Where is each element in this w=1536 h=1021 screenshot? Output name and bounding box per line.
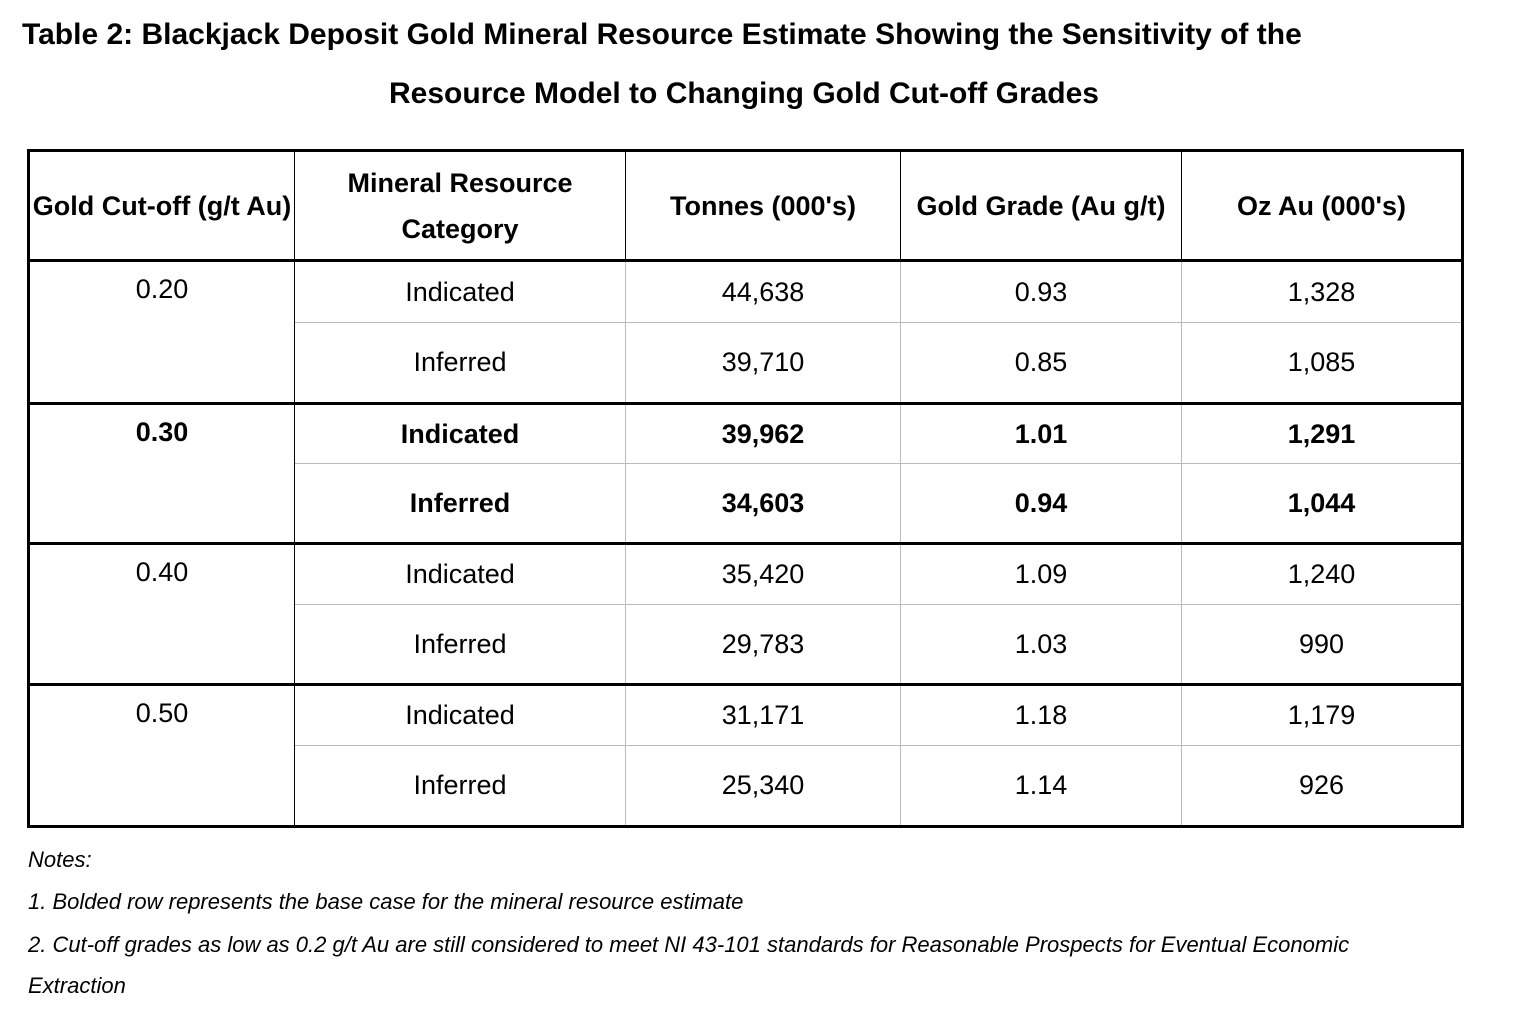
note-1: 1. Bolded row represents the base case f… xyxy=(28,889,744,914)
table-title-line-1: Table 2: Blackjack Deposit Gold Mineral … xyxy=(22,18,1302,51)
oz-cell: 1,044 xyxy=(1181,463,1464,545)
category-cell: Inferred xyxy=(294,745,626,828)
grade-cell: 1.01 xyxy=(900,403,1182,464)
table-title-line-2: Resource Model to Changing Gold Cut-off … xyxy=(388,77,1099,110)
oz-cell: 1,291 xyxy=(1181,403,1464,464)
notes-heading: Notes: xyxy=(28,847,92,872)
grade-cell: 0.94 xyxy=(900,463,1182,545)
table-row: 0.50 Indicated 31,171 1.18 1,179 xyxy=(27,684,1464,828)
oz-cell: 1,240 xyxy=(1181,543,1464,605)
table-row: 0.20 Indicated 44,638 0.93 1,328 xyxy=(27,260,1464,405)
cutoff-cell: 0.40 xyxy=(27,543,295,686)
table-row: Inferred 29,783 1.03 990 xyxy=(29,604,1464,686)
oz-cell: 1,085 xyxy=(1181,322,1464,405)
table-row: Inferred 39,710 0.85 1,085 xyxy=(29,322,1464,405)
oz-cell: 926 xyxy=(1181,745,1464,828)
tonnes-cell: 44,638 xyxy=(625,260,901,323)
table-row: Inferred 34,603 0.94 1,044 xyxy=(29,463,1464,545)
category-cell: Indicated xyxy=(294,684,626,746)
tonnes-cell: 34,603 xyxy=(625,463,901,545)
grade-cell: 1.18 xyxy=(900,684,1182,746)
category-cell: Indicated xyxy=(294,543,626,605)
category-cell: Inferred xyxy=(294,463,626,545)
cutoff-cell: 0.20 xyxy=(27,260,295,405)
grade-cell: 1.03 xyxy=(900,604,1182,686)
tonnes-cell: 31,171 xyxy=(625,684,901,746)
tonnes-cell: 39,710 xyxy=(625,322,901,405)
note-2-continued: Extraction xyxy=(28,973,126,998)
grade-cell: 1.14 xyxy=(900,745,1182,828)
tonnes-cell: 35,420 xyxy=(625,543,901,605)
cutoff-cell: 0.50 xyxy=(27,684,295,828)
header-row: Gold Cut-off (g/t Au) Mineral Resource C… xyxy=(27,149,1464,262)
category-cell: Inferred xyxy=(294,322,626,405)
grade-cell: 1.09 xyxy=(900,543,1182,605)
resource-estimate-table: Gold Cut-off (g/t Au) Mineral Resource C… xyxy=(27,149,1464,828)
oz-cell: 1,328 xyxy=(1181,260,1464,323)
oz-cell: 1,179 xyxy=(1181,684,1464,746)
header-cutoff: Gold Cut-off (g/t Au) xyxy=(27,149,295,262)
tonnes-cell: 29,783 xyxy=(625,604,901,686)
header-grade: Gold Grade (Au g/t) xyxy=(900,149,1182,262)
header-oz: Oz Au (000's) xyxy=(1181,149,1464,262)
category-cell: Inferred xyxy=(294,604,626,686)
category-cell: Indicated xyxy=(294,260,626,323)
tonnes-cell: 39,962 xyxy=(625,403,901,464)
category-cell: Indicated xyxy=(294,403,626,464)
header-category: Mineral Resource Category xyxy=(294,149,626,262)
table-row: 0.30 Indicated 39,962 1.01 1,291 xyxy=(27,403,1464,545)
note-2: 2. Cut-off grades as low as 0.2 g/t Au a… xyxy=(28,932,1350,957)
tonnes-cell: 25,340 xyxy=(625,745,901,828)
table-row: Inferred 25,340 1.14 926 xyxy=(29,745,1464,828)
grade-cell: 0.85 xyxy=(900,322,1182,405)
grade-cell: 0.93 xyxy=(900,260,1182,323)
table-row: 0.40 Indicated 35,420 1.09 1,240 xyxy=(27,543,1464,686)
header-tonnes: Tonnes (000's) xyxy=(625,149,901,262)
cutoff-cell: 0.30 xyxy=(27,403,295,545)
oz-cell: 990 xyxy=(1181,604,1464,686)
